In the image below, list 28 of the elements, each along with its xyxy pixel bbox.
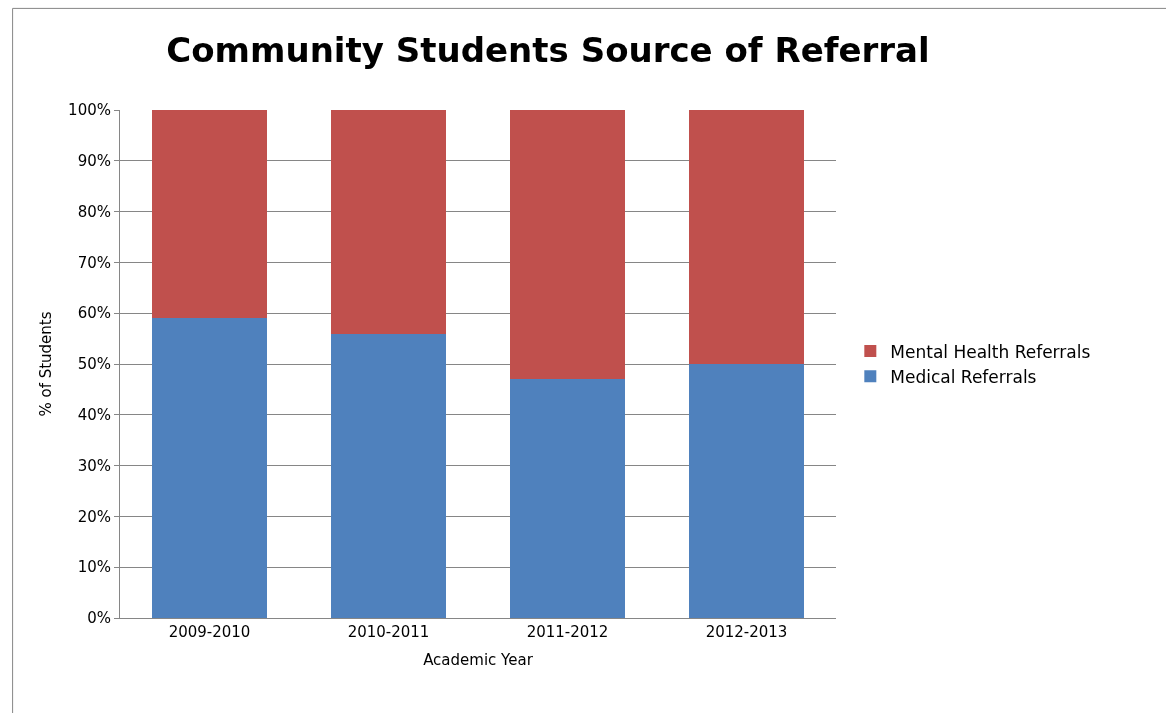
y-tick-label: 60%: [77, 304, 111, 323]
y-axis-title: % of Students: [37, 311, 56, 417]
legend-label: Medical Referrals: [890, 366, 1037, 387]
y-tick-label: 80%: [77, 202, 111, 221]
x-tick-label: 2010-2011: [347, 623, 430, 641]
y-tick-label: 30%: [77, 456, 111, 475]
y-tick-label: 100%: [68, 101, 111, 120]
legend-label: Mental Health Referrals: [890, 341, 1091, 362]
chart-title: Community Students Source of Referral: [166, 29, 930, 70]
y-tick-label: 50%: [77, 355, 111, 374]
x-axis-title: Academic Year: [423, 651, 534, 669]
bar: [689, 110, 804, 364]
y-tick-label: 0%: [87, 609, 111, 628]
y-tick-label: 20%: [77, 507, 111, 526]
x-tick-label: 2012-2013: [705, 623, 788, 641]
bar: [152, 110, 267, 319]
x-tick-label: 2009-2010: [168, 623, 251, 641]
bar: [152, 318, 267, 618]
y-tick-label: 40%: [77, 406, 111, 425]
x-tick-label: 2011-2012: [526, 623, 609, 641]
y-tick-label: 90%: [77, 152, 111, 171]
bar: [510, 110, 625, 380]
bar: [331, 110, 446, 334]
bar: [689, 364, 804, 618]
y-tick-label: 10%: [77, 558, 111, 577]
bar: [331, 333, 446, 618]
y-tick-label: 70%: [77, 253, 111, 272]
bar: [510, 379, 625, 618]
